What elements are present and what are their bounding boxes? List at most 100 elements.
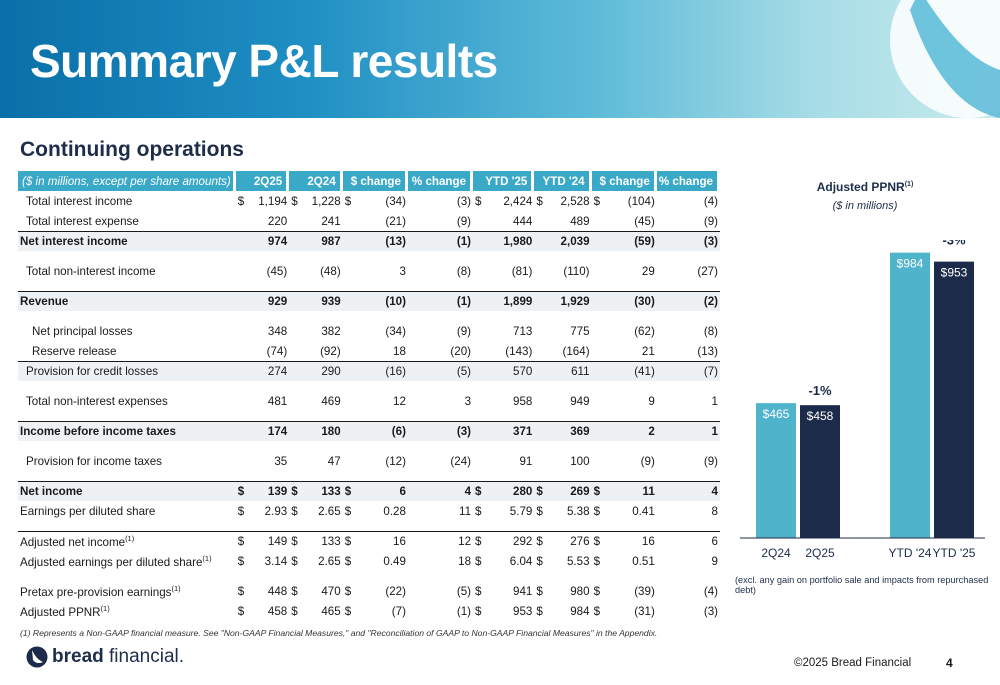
cell-value: 5.38 (566, 504, 590, 518)
dollar-sign (236, 451, 248, 471)
cell-value: (81) (511, 264, 533, 278)
dollar-sign (236, 261, 248, 281)
row-label: Net income (18, 481, 236, 501)
cell-value: 11 (459, 504, 472, 518)
cell-value: 1 (656, 421, 720, 441)
dollar-sign (289, 341, 301, 361)
dollar-sign: $ (289, 481, 301, 501)
dollar-sign (534, 211, 546, 231)
cell-value: (13) (697, 344, 718, 358)
dollar-sign: $ (593, 604, 601, 618)
dollar-sign: $ (237, 504, 245, 518)
dollar-sign (236, 211, 248, 231)
cell-value: (3) (456, 194, 472, 208)
dollar-sign (289, 451, 301, 471)
cell-value: 0.49 (383, 554, 406, 568)
row-label: Provision for credit losses (18, 361, 236, 381)
col-header: $ change (591, 171, 657, 191)
dollar-sign (473, 231, 485, 251)
table-body: Total interest income $1,194 $1,228 $ (34) (3… (18, 191, 720, 621)
category-label: YTD '24 (889, 546, 932, 560)
footnote: (1) Represents a Non-GAAP financial meas… (20, 628, 658, 638)
cell-value: 1,929 (546, 291, 592, 311)
cell-value: (110) (563, 264, 590, 278)
cell-value: (7) (656, 361, 720, 381)
cell-value: 91 (519, 454, 533, 468)
dollar-sign: $ (237, 604, 245, 618)
dollar-sign: $ (237, 194, 245, 208)
table-row: Provision for credit losses 274 290 (16) (5)… (18, 361, 720, 381)
col-header: 2Q25 (235, 171, 290, 191)
brand-logo: bread financial. (26, 646, 184, 668)
cell-value: 133 (300, 481, 343, 501)
row-label: Earnings per diluted share (20, 504, 156, 518)
dollar-sign (473, 341, 485, 361)
cell-value: (12) (385, 454, 406, 468)
col-header: % change (656, 171, 720, 191)
cell-value: (1) (407, 231, 474, 251)
cell-value: 276 (546, 531, 592, 551)
cell-value: 6.04 (509, 554, 533, 568)
cell-value: (9) (640, 454, 655, 468)
cell-value: (27) (697, 264, 718, 278)
dollar-sign (235, 231, 248, 251)
cell-value: (9) (456, 214, 472, 228)
cell-value: 2,039 (546, 231, 592, 251)
dollar-sign (473, 321, 485, 341)
dollar-sign: $ (237, 554, 245, 568)
cell-value: 775 (570, 324, 590, 338)
cell-value: 241 (321, 214, 341, 228)
cell-value: (34) (385, 324, 406, 338)
dollar-sign (236, 391, 248, 411)
dollar-sign: $ (534, 531, 547, 551)
dollar-sign (534, 261, 546, 281)
row-label: Net interest income (18, 231, 236, 251)
table-row: Total non-interest expenses 481 469 12 3 958 9… (18, 391, 720, 411)
cell-value: 2.93 (264, 504, 288, 518)
change-annotation: -3% (942, 240, 966, 248)
dollar-sign: $ (475, 194, 482, 208)
dollar-sign: $ (536, 554, 543, 568)
row-label: Total non-interest income (26, 264, 156, 278)
cell-value: 8 (711, 504, 718, 518)
cell-value: 2,424 (503, 194, 533, 208)
cell-value: 481 (267, 394, 288, 408)
col-header: YTD '24 (534, 171, 592, 191)
cell-value: 290 (300, 361, 343, 381)
page-title: Summary P&L results (30, 35, 498, 87)
cell-value: (9) (703, 454, 718, 468)
dollar-sign (591, 361, 604, 381)
col-header: YTD '25 (473, 171, 535, 191)
table-row: Net principal losses 348 382 (34) (9) 713 775 (… (18, 321, 720, 341)
dollar-sign: $ (536, 604, 543, 618)
cell-value: 5.79 (509, 504, 533, 518)
table-header-label: ($ in millions, except per share amounts… (18, 171, 236, 191)
dollar-sign (343, 391, 355, 411)
cell-value: 133 (300, 531, 343, 551)
cell-value: 2.65 (318, 554, 341, 568)
section-title: Continuing operations (20, 138, 244, 161)
row-label: Reserve release (32, 344, 117, 358)
bar-value-label: $984 (897, 257, 924, 271)
cell-value: 18 (393, 344, 406, 358)
dollar-sign: $ (475, 554, 482, 568)
cell-value: (6) (354, 421, 408, 441)
cell-value: (4) (703, 584, 718, 598)
bar-value-label: $953 (941, 266, 968, 280)
cell-value: (62) (634, 324, 655, 338)
dollar-sign (592, 261, 604, 281)
table-row: Earnings per diluted share $2.93 $2.65 $0.2… (18, 501, 720, 521)
cell-value: (8) (703, 324, 718, 338)
cell-value: (164) (562, 344, 590, 358)
chart-subtitle: ($ in millions) (832, 200, 898, 212)
bar-value-label: $458 (807, 409, 834, 423)
table-row: Revenue 929 939 (10) (1) 1,899 1,929 (30) (2) (18, 291, 720, 311)
header-band: Summary P&L results (0, 0, 1000, 118)
cell-value: (21) (385, 214, 406, 228)
dollar-sign: $ (593, 554, 601, 568)
dollar-sign (289, 361, 301, 381)
cell-value: 2,528 (560, 194, 590, 208)
cell-value: (10) (354, 291, 408, 311)
dollar-sign (591, 421, 604, 441)
dollar-sign (289, 231, 301, 251)
